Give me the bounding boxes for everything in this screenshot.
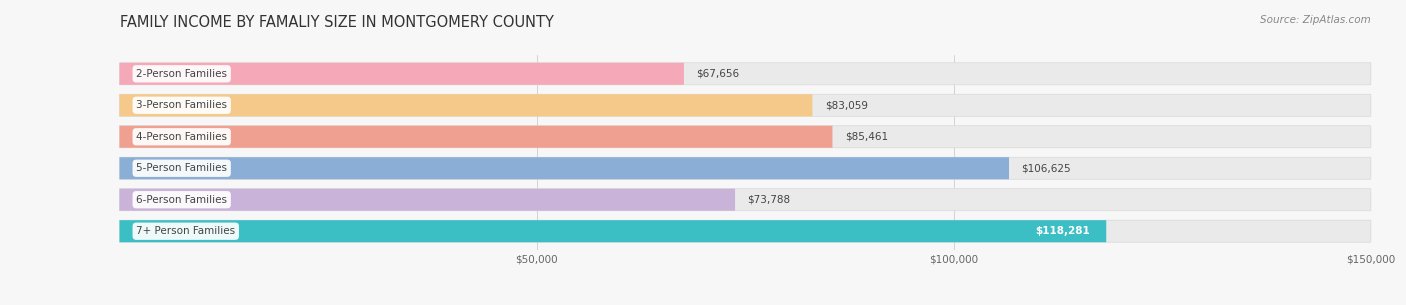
FancyBboxPatch shape bbox=[120, 157, 1371, 179]
Text: 2-Person Families: 2-Person Families bbox=[136, 69, 228, 79]
Text: FAMILY INCOME BY FAMALIY SIZE IN MONTGOMERY COUNTY: FAMILY INCOME BY FAMALIY SIZE IN MONTGOM… bbox=[120, 15, 554, 30]
Text: $85,461: $85,461 bbox=[845, 132, 889, 142]
Text: 7+ Person Families: 7+ Person Families bbox=[136, 226, 235, 236]
Text: $106,625: $106,625 bbox=[1022, 163, 1071, 173]
FancyBboxPatch shape bbox=[120, 63, 683, 85]
Text: $73,788: $73,788 bbox=[748, 195, 790, 205]
FancyBboxPatch shape bbox=[120, 126, 1371, 148]
FancyBboxPatch shape bbox=[120, 189, 1371, 211]
FancyBboxPatch shape bbox=[120, 220, 1371, 242]
Text: $118,281: $118,281 bbox=[1035, 226, 1090, 236]
Text: 6-Person Families: 6-Person Families bbox=[136, 195, 228, 205]
FancyBboxPatch shape bbox=[120, 63, 1371, 85]
FancyBboxPatch shape bbox=[120, 94, 1371, 116]
Text: $67,656: $67,656 bbox=[696, 69, 740, 79]
FancyBboxPatch shape bbox=[120, 126, 832, 148]
Text: $83,059: $83,059 bbox=[825, 100, 868, 110]
Text: Source: ZipAtlas.com: Source: ZipAtlas.com bbox=[1260, 15, 1371, 25]
FancyBboxPatch shape bbox=[120, 189, 735, 211]
FancyBboxPatch shape bbox=[120, 157, 1010, 179]
Text: 4-Person Families: 4-Person Families bbox=[136, 132, 228, 142]
FancyBboxPatch shape bbox=[120, 94, 813, 116]
Text: 5-Person Families: 5-Person Families bbox=[136, 163, 228, 173]
Text: 3-Person Families: 3-Person Families bbox=[136, 100, 228, 110]
FancyBboxPatch shape bbox=[120, 220, 1107, 242]
